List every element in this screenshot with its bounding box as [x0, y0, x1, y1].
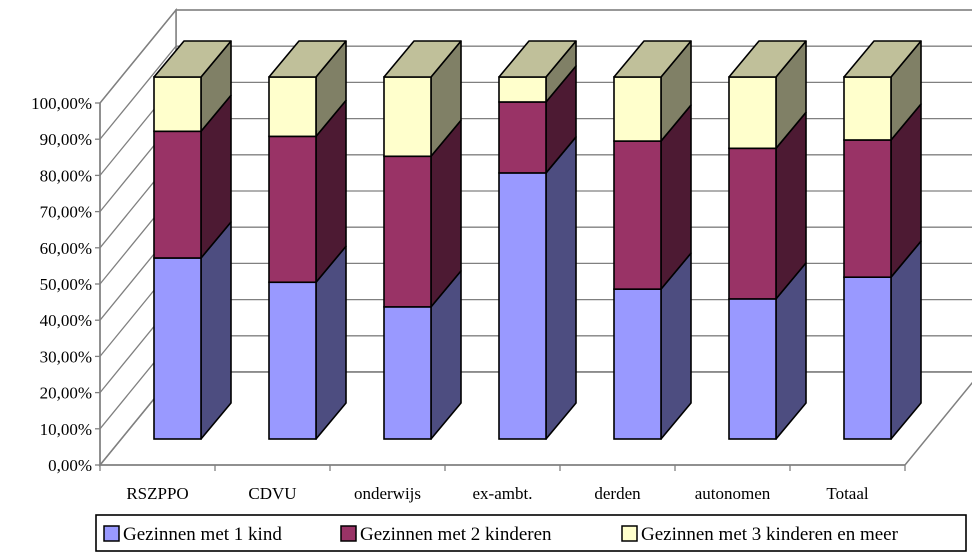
bar-segment: [613, 140, 662, 290]
bar-stack: [498, 40, 577, 440]
legend-swatch: [621, 525, 638, 542]
legend-label: Gezinnen met 2 kinderen: [360, 524, 552, 545]
x-axis-tick-labels: RSZPPO CDVU onderwijs ex-ambt. derden autonom…: [99, 465, 906, 503]
bar-top: [153, 40, 232, 78]
bars: [153, 40, 922, 440]
bar-segment: [268, 76, 317, 138]
legend-swatch: [340, 525, 357, 542]
bar-stack: [613, 40, 692, 440]
y-tick-label: 90,00%: [40, 130, 92, 149]
legend-label: Gezinnen met 3 kinderen en meer: [641, 524, 899, 545]
legend-box: [95, 514, 967, 552]
y-tick-label: 0,00%: [48, 456, 92, 475]
bar-stack: [153, 40, 232, 440]
bar-stack: [268, 40, 347, 440]
bar-segment: [153, 76, 202, 133]
bar-segment: [383, 155, 432, 308]
bar-segment: [843, 276, 892, 440]
x-tick-label: autonomen: [695, 484, 771, 503]
x-tick-label: CDVU: [248, 484, 296, 503]
y-axis-tick-labels: 0,00% 10,00% 20,00% 30,00% 40,00% 50,00% 60,00…: [31, 94, 100, 475]
bar-segment: [843, 139, 892, 278]
bar-segment: [498, 76, 547, 103]
bar-segment: [383, 76, 432, 158]
bar-segment: [383, 306, 432, 440]
gridline: [99, 9, 972, 104]
bar-top: [843, 40, 922, 78]
bar-side: [545, 136, 577, 440]
bar-stack: [383, 40, 462, 440]
y-tick-label: 40,00%: [40, 311, 92, 330]
y-tick-label: 60,00%: [40, 239, 92, 258]
bar-segment: [613, 288, 662, 440]
bar-segment: [268, 135, 317, 284]
legend-swatch: [103, 525, 120, 542]
bar-stack: [843, 40, 922, 440]
x-tick-label: derden: [594, 484, 641, 503]
bar-segment: [843, 76, 892, 141]
x-tick-label: onderwijs: [354, 484, 421, 503]
bar-top: [728, 40, 807, 78]
y-tick-label: 20,00%: [40, 384, 92, 403]
y-tick-label: 50,00%: [40, 275, 92, 294]
bar-side: [200, 221, 232, 440]
bar-segment: [728, 76, 777, 150]
bar-top: [613, 40, 692, 78]
legend-label: Gezinnen met 1 kind: [123, 524, 282, 545]
bar-segment: [498, 101, 547, 174]
bar-segment: [728, 147, 777, 300]
bar-segment: [268, 281, 317, 440]
bar-segment: [728, 298, 777, 440]
gridline: [99, 45, 972, 140]
bar-stack: [728, 40, 807, 440]
legend: Gezinnen met 1 kind Gezinnen met 2 kinder…: [95, 514, 967, 552]
bar-top: [498, 40, 577, 78]
bar-segment: [498, 172, 547, 440]
y-tick-label: 10,00%: [40, 420, 92, 439]
x-tick-label: Totaal: [826, 484, 869, 503]
legend-item: Gezinnen met 2 kinderen: [340, 524, 552, 545]
bar-segment: [153, 130, 202, 259]
x-tick-label: RSZPPO: [126, 484, 188, 503]
x-tick-label: ex-ambt.: [473, 484, 533, 503]
bar-top: [268, 40, 347, 78]
bar-segment: [613, 76, 662, 142]
y-tick-label: 100,00%: [31, 94, 92, 113]
y-tick-label: 30,00%: [40, 347, 92, 366]
legend-item: Gezinnen met 3 kinderen en meer: [621, 524, 899, 545]
bar-top: [383, 40, 462, 78]
y-tick-label: 80,00%: [40, 166, 92, 185]
y-tick-label: 70,00%: [40, 203, 92, 222]
bar-segment: [153, 257, 202, 440]
legend-item: Gezinnen met 1 kind: [103, 524, 282, 545]
